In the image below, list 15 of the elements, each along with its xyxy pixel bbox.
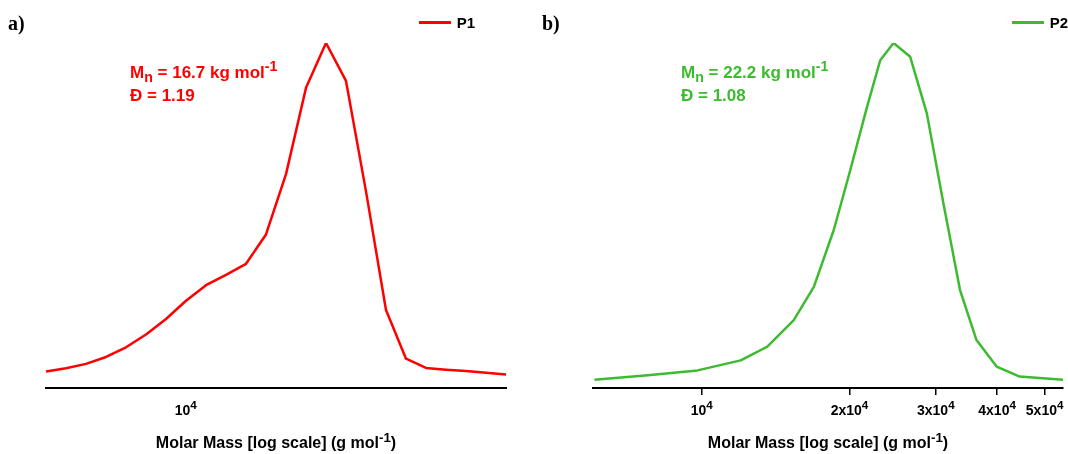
x-axis-title: Molar Mass [log scale] (g mol$^{-1}$) [707,430,949,453]
x-axis-title: Molar Mass [log scale] (g mol$^{-1}$) [155,430,397,453]
x-tick-label: 5x10$^{4}$ [1025,398,1064,418]
x-tick-label: 3x10$^{4}$ [917,398,955,418]
annotation: M$_{n}$ = 22.2 kg mol$^{-1}$ [681,58,829,86]
x-tick-label: 2x10$^{4}$ [830,398,869,418]
x-tick-label: 10$^{4}$ [690,398,713,418]
chart-title: a) [8,12,25,35]
chart-title: b) [542,12,560,35]
legend-label: P2 [1049,14,1068,31]
annotation: M$_{n}$ = 16.7 kg mol$^{-1}$ [130,58,278,86]
annotation: Đ = 1.08 [681,86,746,106]
x-tick-label: 4x10$^{4}$ [978,398,1016,418]
legend-label: P1 [456,14,475,31]
annotation: Đ = 1.19 [130,86,195,106]
